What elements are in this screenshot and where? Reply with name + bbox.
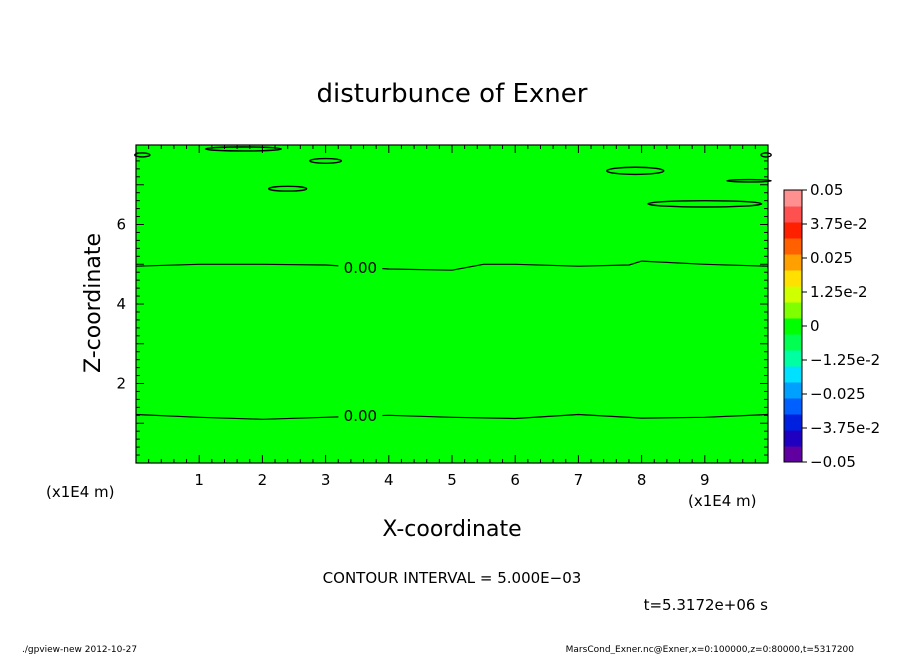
colorbar-tick-label: −0.025 (810, 385, 866, 403)
colorbar-swatch (784, 270, 802, 287)
colorbar-tick-label: 0.05 (810, 181, 843, 199)
colorbar-swatch (784, 206, 802, 223)
island-a (204, 146, 283, 152)
footer-right: MarsCond_Exner.nc@Exner,x=0:100000,z=0:8… (566, 645, 855, 654)
colorbar-swatch (784, 286, 802, 303)
x-axis-label: X-coordinate (382, 517, 521, 542)
colorbar-swatch (784, 222, 802, 239)
y-scale-note: (x1E4 m) (46, 483, 115, 501)
x-scale-note: (x1E4 m) (688, 492, 757, 510)
colorbar-swatch (784, 318, 802, 335)
x-tick-label: 8 (637, 471, 647, 489)
y-tick-label: 4 (116, 295, 126, 313)
x-tick-label: 1 (194, 471, 204, 489)
y-tick-label: 6 (116, 216, 126, 234)
plot-area: 0.00 0.00 1 2 3 4 5 6 7 8 9 2 4 6 (116, 144, 772, 489)
island-e (647, 199, 763, 208)
contour-line-zero-upper (135, 260, 769, 271)
colorbar-tick-label: −0.05 (810, 453, 856, 471)
island-d (606, 166, 665, 176)
colorbar-swatch (784, 350, 802, 367)
colorbar-swatch (784, 254, 802, 271)
contour-interval: CONTOUR INTERVAL = 5.000E−03 (323, 569, 582, 587)
x-tick-label: 3 (321, 471, 331, 489)
axis-ticks: 1 2 3 4 5 6 7 8 9 2 4 6 (116, 145, 769, 489)
island-b (268, 185, 308, 192)
chart-title: disturbunce of Exner (317, 79, 588, 109)
contour-label-bg (338, 407, 383, 424)
x-tick-label: 9 (700, 471, 710, 489)
time-label: t=5.3172e+06 s (644, 596, 769, 614)
contour-lines: 0.00 0.00 (135, 259, 769, 425)
colorbar-swatch (784, 334, 802, 351)
colorbar-tick-label: 1.25e-2 (810, 283, 868, 301)
colorbar-swatch (784, 430, 802, 447)
x-tick-label: 2 (258, 471, 268, 489)
colorbar-tick-label: −3.75e-2 (810, 419, 880, 437)
colorbar-swatch (784, 446, 802, 463)
island-f (726, 178, 772, 183)
colorbar-tick-label: 0.025 (810, 249, 853, 267)
colorbar-swatch (784, 398, 802, 415)
footer-left: ./gpview-new 2012-10-27 (22, 645, 137, 654)
island-g (134, 152, 151, 158)
colorbar-swatch (784, 414, 802, 431)
x-tick-label: 4 (384, 471, 394, 489)
colorbar-tick-label: −1.25e-2 (810, 351, 880, 369)
y-tick-label: 2 (116, 375, 126, 393)
colorbar-tick-label: 3.75e-2 (810, 215, 868, 233)
contour-line-zero-lower (135, 413, 769, 420)
colorbar-tick-label: 0 (810, 317, 820, 335)
island-c (309, 157, 343, 164)
contour-label: 0.00 (344, 259, 377, 277)
colorbar: 0.05 3.75e-2 0.025 1.25e-2 0 −1.25e-2 −0.025 −3… (783, 181, 880, 471)
contour-fill (136, 145, 768, 463)
x-tick-label: 5 (447, 471, 457, 489)
contour-label-bg (338, 259, 383, 276)
colorbar-swatch (784, 302, 802, 319)
x-tick-label: 6 (510, 471, 520, 489)
colorbar-swatch (784, 238, 802, 255)
colorbar-swatch (784, 366, 802, 383)
contour-label: 0.00 (344, 407, 377, 425)
colorbar-swatch (784, 190, 802, 207)
colorbar-swatch (784, 382, 802, 399)
y-axis-label: Z-coordinate (81, 233, 106, 373)
x-tick-label: 7 (574, 471, 584, 489)
